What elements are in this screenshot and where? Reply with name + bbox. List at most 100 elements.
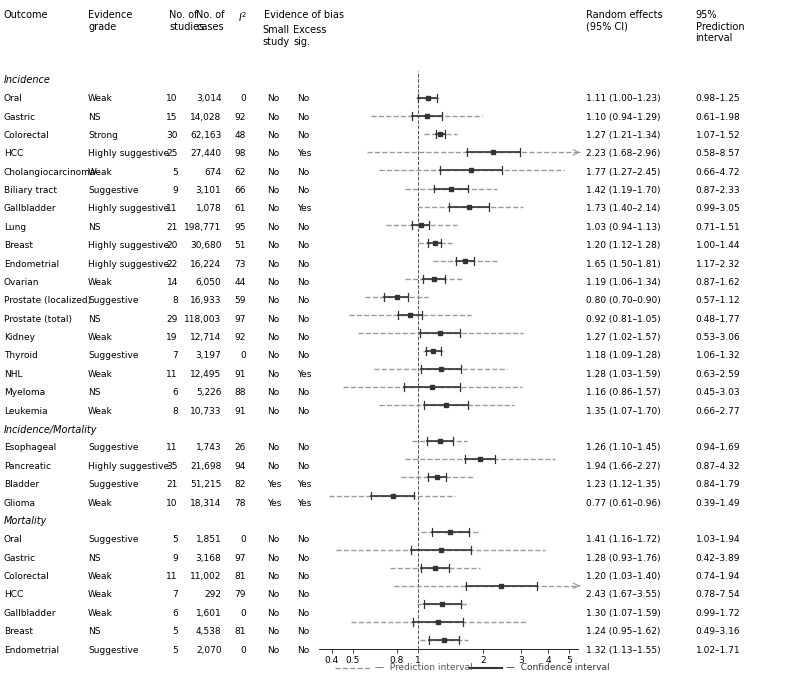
Text: Gastric: Gastric <box>4 113 36 122</box>
Text: 30: 30 <box>167 131 178 140</box>
Text: 0.77 (0.61–0.96): 0.77 (0.61–0.96) <box>586 498 661 507</box>
Text: 1.24 (0.95–1.62): 1.24 (0.95–1.62) <box>586 627 661 636</box>
Text: 5: 5 <box>172 168 178 177</box>
Text: 11: 11 <box>167 443 178 452</box>
Text: 10,733: 10,733 <box>190 407 222 415</box>
Text: 2.23 (1.68–2.96): 2.23 (1.68–2.96) <box>586 150 661 158</box>
Text: 1.65 (1.50–1.81): 1.65 (1.50–1.81) <box>586 260 661 269</box>
Text: 59: 59 <box>235 296 246 305</box>
Text: 95%
Prediction
interval: 95% Prediction interval <box>696 10 744 44</box>
Text: No: No <box>297 572 309 581</box>
Text: Highly suggestive: Highly suggestive <box>88 205 169 214</box>
Text: Lung: Lung <box>4 223 26 232</box>
Text: Yes: Yes <box>297 150 311 158</box>
Text: Weak: Weak <box>88 278 113 287</box>
Text: No: No <box>267 572 279 581</box>
Text: No: No <box>297 333 309 342</box>
Text: 98: 98 <box>235 150 246 158</box>
Text: Weak: Weak <box>88 590 113 599</box>
Text: Gastric: Gastric <box>4 554 36 562</box>
Text: Thyroid: Thyroid <box>4 352 38 360</box>
Text: NS: NS <box>88 315 101 324</box>
Text: No: No <box>267 609 279 618</box>
Text: 1,601: 1,601 <box>196 609 222 618</box>
Text: 92: 92 <box>235 113 246 122</box>
Text: 5: 5 <box>172 645 178 655</box>
Text: 11: 11 <box>167 370 178 379</box>
Text: 1.42 (1.19–1.70): 1.42 (1.19–1.70) <box>586 186 661 195</box>
Text: Weak: Weak <box>88 370 113 379</box>
Text: Gallbladder: Gallbladder <box>4 609 56 618</box>
Text: 0.99–3.05: 0.99–3.05 <box>696 205 740 214</box>
Text: 1.10 (0.94–1.29): 1.10 (0.94–1.29) <box>586 113 661 122</box>
Text: 9: 9 <box>172 554 178 562</box>
Text: 11,002: 11,002 <box>190 572 222 581</box>
Text: 1.03–1.94: 1.03–1.94 <box>696 535 740 544</box>
Text: 91: 91 <box>235 370 246 379</box>
Text: 0.63–2.59: 0.63–2.59 <box>696 370 740 379</box>
Text: 21: 21 <box>167 480 178 489</box>
Text: 0.57–1.12: 0.57–1.12 <box>696 296 740 305</box>
Text: 78: 78 <box>235 498 246 507</box>
Text: No: No <box>297 260 309 269</box>
Text: No: No <box>267 131 279 140</box>
Text: 91: 91 <box>235 407 246 415</box>
Text: 0.53–3.06: 0.53–3.06 <box>696 333 740 342</box>
Text: No: No <box>297 315 309 324</box>
Text: 0.48–1.77: 0.48–1.77 <box>696 315 740 324</box>
Text: 51: 51 <box>235 241 246 250</box>
Text: 21,698: 21,698 <box>190 462 222 471</box>
Text: 0.66–4.72: 0.66–4.72 <box>696 168 740 177</box>
Text: $I^2$: $I^2$ <box>238 10 248 24</box>
Text: 92: 92 <box>235 333 246 342</box>
Text: 26: 26 <box>235 443 246 452</box>
Text: 0.98–1.25: 0.98–1.25 <box>696 95 740 103</box>
Text: Colorectal: Colorectal <box>4 572 50 581</box>
Text: 5: 5 <box>172 627 178 636</box>
Text: Glioma: Glioma <box>4 498 36 507</box>
Text: 1.02–1.71: 1.02–1.71 <box>696 645 740 655</box>
Text: 0.99–1.72: 0.99–1.72 <box>696 609 740 618</box>
Text: 1.17–2.32: 1.17–2.32 <box>696 260 740 269</box>
Text: No: No <box>297 609 309 618</box>
Text: No: No <box>267 223 279 232</box>
Text: 7: 7 <box>172 352 178 360</box>
Text: Breast: Breast <box>4 241 33 250</box>
Text: 1.28 (0.93–1.76): 1.28 (0.93–1.76) <box>586 554 661 562</box>
Text: No: No <box>297 223 309 232</box>
Text: No: No <box>267 150 279 158</box>
Text: Myeloma: Myeloma <box>4 388 45 397</box>
Text: 62: 62 <box>235 168 246 177</box>
Text: 88: 88 <box>235 388 246 397</box>
Text: 97: 97 <box>235 315 246 324</box>
Text: Highly suggestive: Highly suggestive <box>88 241 169 250</box>
Text: 0.71–1.51: 0.71–1.51 <box>696 223 740 232</box>
Text: 16,224: 16,224 <box>191 260 222 269</box>
Text: 1.73 (1.40–2.14): 1.73 (1.40–2.14) <box>586 205 661 214</box>
Text: No: No <box>267 462 279 471</box>
Text: No. of
studies: No. of studies <box>169 10 204 32</box>
Text: 1.06–1.32: 1.06–1.32 <box>696 352 740 360</box>
Text: 0.45–3.03: 0.45–3.03 <box>696 388 740 397</box>
Text: 0.92 (0.81–1.05): 0.92 (0.81–1.05) <box>586 315 661 324</box>
Text: Suggestive: Suggestive <box>88 480 139 489</box>
Text: Evidence of bias: Evidence of bias <box>264 10 345 20</box>
Text: Yes: Yes <box>267 480 281 489</box>
Text: 11: 11 <box>167 572 178 581</box>
Text: 0.80 (0.70–0.90): 0.80 (0.70–0.90) <box>586 296 661 305</box>
Text: 0.87–1.62: 0.87–1.62 <box>696 278 740 287</box>
Text: Suggestive: Suggestive <box>88 535 139 544</box>
Text: 1.26 (1.10–1.45): 1.26 (1.10–1.45) <box>586 443 661 452</box>
Text: Oral: Oral <box>4 95 23 103</box>
Text: No: No <box>297 645 309 655</box>
Text: 0.42–3.89: 0.42–3.89 <box>696 554 740 562</box>
Text: 1.07–1.52: 1.07–1.52 <box>696 131 740 140</box>
Text: No: No <box>297 131 309 140</box>
Text: No: No <box>267 95 279 103</box>
Text: 66: 66 <box>235 186 246 195</box>
Text: Weak: Weak <box>88 609 113 618</box>
Text: Highly suggestive: Highly suggestive <box>88 150 169 158</box>
Text: NS: NS <box>88 113 101 122</box>
Text: 1.16 (0.86–1.57): 1.16 (0.86–1.57) <box>586 388 661 397</box>
Text: Bladder: Bladder <box>4 480 39 489</box>
